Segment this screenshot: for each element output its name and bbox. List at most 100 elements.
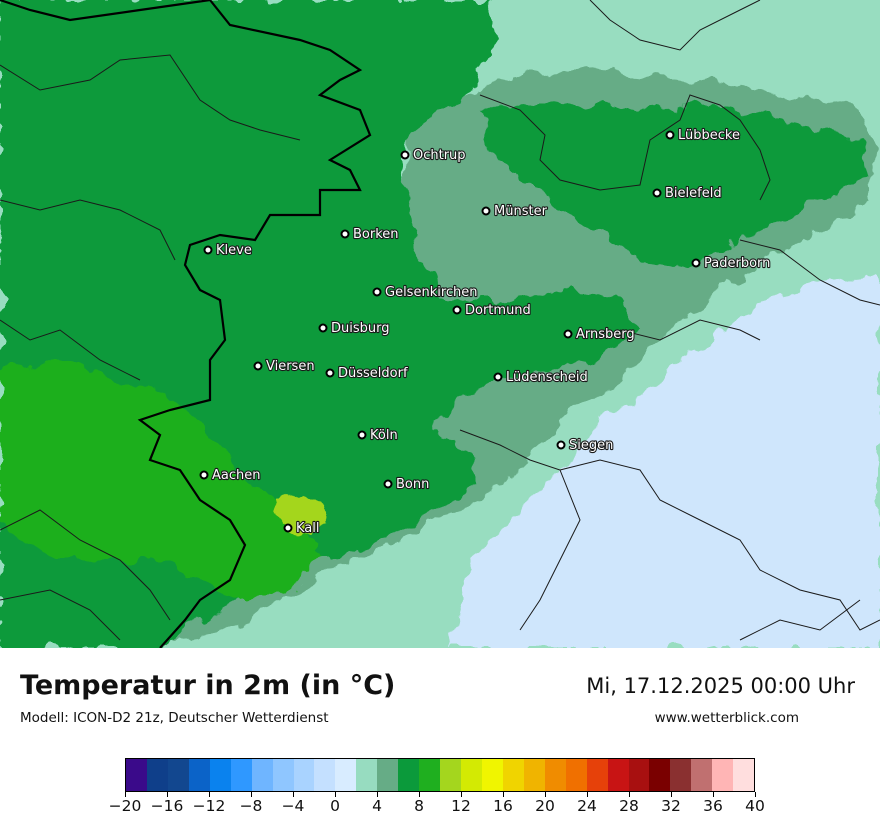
city-markers: Ochtrup Lübbecke Bielefeld Münster Borken Kle…	[199, 127, 771, 537]
legend-tick	[419, 792, 420, 797]
legend-swatch	[628, 759, 650, 791]
legend-swatch	[544, 759, 566, 791]
city-label: Lüdenscheid	[506, 370, 588, 385]
legend-swatch	[272, 759, 294, 791]
city-label: Münster	[494, 204, 548, 219]
city-dot	[563, 329, 573, 339]
legend-swatch	[586, 759, 608, 791]
city-dot	[283, 523, 293, 533]
legend-swatch	[712, 759, 734, 791]
model-info: Modell: ICON-D2 21z, Deutscher Wetterdie…	[20, 710, 329, 726]
city-label: Dortmund	[465, 303, 531, 318]
legend-swatch	[440, 759, 461, 791]
city-label: Ochtrup	[413, 148, 466, 163]
legend-tick	[377, 792, 378, 797]
legend-tick-label: −4	[281, 797, 305, 815]
pale-blue-zone	[450, 270, 880, 648]
legend-tick-label: 20	[535, 797, 555, 815]
legend-tick-label: 0	[330, 797, 340, 815]
city-label: Gelsenkirchen	[385, 285, 478, 300]
legend-tick-label: 36	[703, 797, 723, 815]
legend-swatch	[691, 759, 713, 791]
legend-tick	[251, 792, 252, 797]
legend-tick	[545, 792, 546, 797]
footer: Temperatur in 2m (in °C) Modell: ICON-D2…	[0, 648, 880, 830]
legend-tick-label: −12	[192, 797, 226, 815]
legend-tick	[503, 792, 504, 797]
legend-swatch	[481, 759, 503, 791]
legend-swatch	[502, 759, 524, 791]
legend-tick-label: −8	[239, 797, 263, 815]
city-dot	[203, 245, 213, 255]
light-green-zone	[272, 492, 330, 534]
city-dot	[652, 188, 662, 198]
city-label: Düsseldorf	[338, 366, 408, 381]
city-label: Viersen	[266, 359, 315, 374]
city-dot	[452, 305, 462, 315]
legend-tick-label: 16	[493, 797, 513, 815]
legend-swatch	[251, 759, 273, 791]
city-dot	[199, 470, 209, 480]
legend-tick-label: −20	[108, 797, 142, 815]
city-label: Arnsberg	[576, 327, 635, 342]
legend-tick-label: 8	[414, 797, 424, 815]
city-label: Kleve	[216, 243, 252, 258]
legend-swatch	[167, 759, 189, 791]
legend-swatch	[146, 759, 168, 791]
map-title: Temperatur in 2m (in °C)	[20, 670, 396, 701]
city-label: Paderborn	[704, 256, 770, 271]
city-label: Bonn	[396, 477, 429, 492]
city-label: Bielefeld	[665, 186, 722, 201]
valid-datetime: Mi, 17.12.2025 00:00 Uhr	[586, 674, 855, 698]
legend-tick-label: 4	[372, 797, 382, 815]
legend-tick	[671, 792, 672, 797]
city-label: Köln	[370, 428, 398, 443]
legend-tick	[755, 792, 756, 797]
city-dot	[340, 229, 350, 239]
city-dot	[372, 287, 382, 297]
legend-tick	[461, 792, 462, 797]
legend-tick-label: 24	[577, 797, 597, 815]
legend-tick-label: 28	[619, 797, 639, 815]
legend-swatch	[398, 759, 420, 791]
city-dot	[481, 206, 491, 216]
legend-tick-label: 40	[745, 797, 765, 815]
legend-swatch	[649, 759, 671, 791]
legend-tick	[293, 792, 294, 797]
legend-swatch	[733, 759, 755, 791]
dark-green-north-band	[480, 100, 870, 270]
city-dot	[665, 130, 675, 140]
temperature-map: Ochtrup Lübbecke Bielefeld Münster Borken Kle…	[0, 0, 880, 648]
regional-borders	[0, 0, 880, 641]
legend-swatch	[565, 759, 587, 791]
city-dot	[318, 323, 328, 333]
city-dot	[400, 150, 410, 160]
legend-swatch	[670, 759, 692, 791]
legend-swatch	[419, 759, 441, 791]
legend-tick	[209, 792, 210, 797]
legend-swatch	[230, 759, 252, 791]
color-legend-ticks: −20 −16 −12 −8 −4 0 4 8 12 16 20 24 28 32 36 40	[109, 792, 765, 822]
city-label: Kall	[296, 521, 320, 536]
legend-swatch	[461, 759, 482, 791]
legend-tick	[587, 792, 588, 797]
legend-tick	[629, 792, 630, 797]
city-dot	[325, 368, 335, 378]
city-dot	[383, 479, 393, 489]
city-label: Duisburg	[331, 321, 390, 336]
legend-tick-label: −16	[150, 797, 184, 815]
city-label: Lübbecke	[678, 128, 740, 143]
city-dot	[691, 258, 701, 268]
legend-tick	[713, 792, 714, 797]
legend-swatch	[607, 759, 629, 791]
legend-tick	[167, 792, 168, 797]
city-label: Aachen	[212, 468, 260, 483]
city-dot	[556, 440, 566, 450]
legend-tick-label: 32	[661, 797, 681, 815]
legend-swatch	[335, 759, 357, 791]
legend-swatch	[356, 759, 378, 791]
legend-swatch	[523, 759, 545, 791]
legend-swatch	[209, 759, 231, 791]
city-dot	[493, 372, 503, 382]
legend-swatch	[377, 759, 399, 791]
